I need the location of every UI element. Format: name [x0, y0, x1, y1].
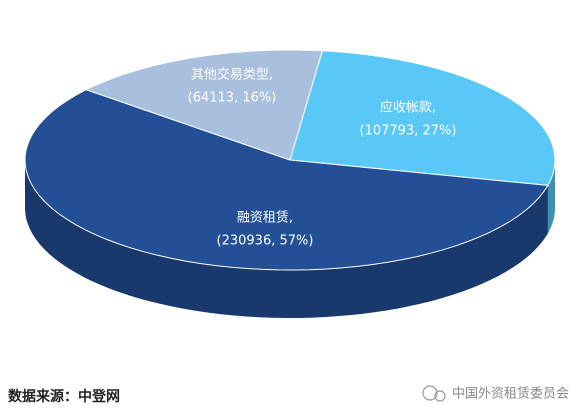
- slice-side: [547, 160, 555, 234]
- value-label: (230936, 57%): [217, 234, 314, 249]
- source-note: 数据来源：中登网: [8, 388, 120, 405]
- slice: [84, 49, 323, 161]
- slice-side: [25, 160, 548, 318]
- slice-label: 融资租赁,: [237, 211, 293, 226]
- watermark-icon: [422, 385, 446, 402]
- value-label: (107793, 27%): [360, 124, 457, 139]
- slice-label: 其他交易类型,: [191, 67, 273, 83]
- watermark: 中国外资租赁委员会: [452, 387, 569, 402]
- slice-tops: [24, 49, 556, 271]
- slice-label: 应收帐款,: [380, 100, 436, 116]
- slice: [24, 89, 549, 271]
- slice-sides: [25, 160, 555, 318]
- value-label: (64113, 16%): [188, 91, 277, 106]
- slice: [289, 50, 556, 186]
